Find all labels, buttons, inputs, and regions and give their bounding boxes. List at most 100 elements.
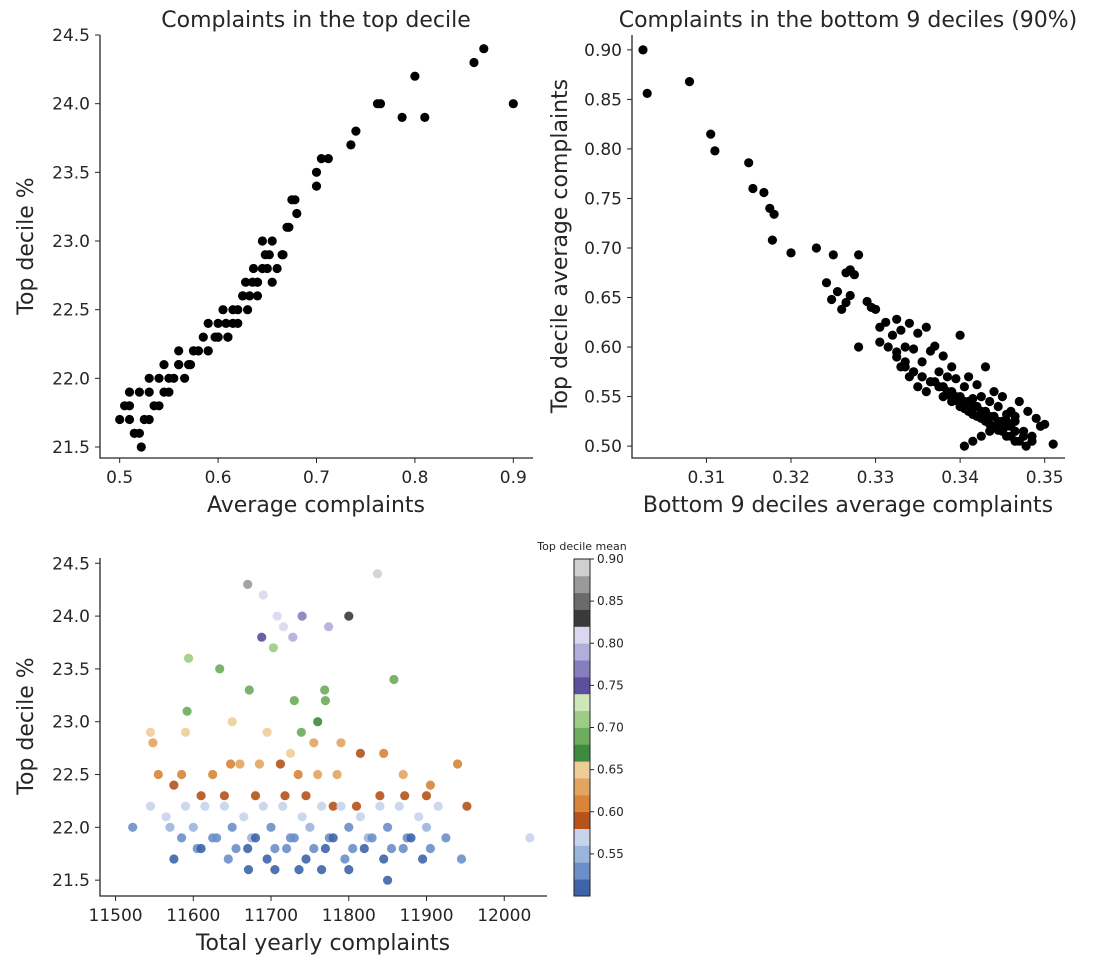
data-point bbox=[968, 409, 978, 419]
data-point bbox=[311, 167, 322, 177]
data-point bbox=[951, 395, 961, 406]
colorbar-swatch bbox=[574, 626, 590, 644]
data-point bbox=[297, 611, 307, 621]
x-tick-label: 0.32 bbox=[772, 468, 810, 488]
data-point bbox=[169, 854, 179, 864]
colorbar-swatch bbox=[574, 559, 590, 577]
data-point bbox=[278, 622, 289, 632]
data-point bbox=[184, 653, 194, 663]
data-point bbox=[985, 419, 995, 429]
data-point bbox=[245, 291, 255, 301]
data-point bbox=[272, 263, 282, 274]
colorbar-swatch bbox=[574, 811, 590, 829]
data-point bbox=[231, 843, 241, 854]
colorbar-swatch bbox=[574, 575, 590, 594]
data-point bbox=[215, 664, 225, 674]
data-point bbox=[226, 759, 236, 769]
data-point bbox=[421, 822, 432, 832]
data-point bbox=[294, 865, 304, 875]
colorbar-swatch bbox=[574, 592, 590, 610]
data-point bbox=[684, 77, 695, 87]
data-point bbox=[925, 377, 936, 387]
data-point bbox=[959, 403, 970, 414]
panel-top-decile: Complaints in the top decile 0.5 0.6 0.7 0.… bbox=[14, 8, 533, 518]
data-point bbox=[227, 822, 237, 832]
data-point bbox=[921, 387, 931, 397]
data-point bbox=[389, 674, 399, 685]
colorbar-swatch bbox=[574, 845, 590, 863]
data-point bbox=[441, 833, 451, 843]
data-point bbox=[219, 801, 229, 811]
data-point bbox=[313, 769, 323, 780]
panel-3-xlabel: Total yearly complaints bbox=[195, 931, 450, 956]
data-point bbox=[900, 362, 910, 372]
data-point bbox=[196, 791, 206, 801]
data-point bbox=[289, 696, 299, 706]
data-point bbox=[1048, 439, 1058, 449]
data-point bbox=[148, 738, 158, 748]
data-point bbox=[154, 373, 164, 383]
data-point bbox=[324, 622, 334, 632]
data-point bbox=[316, 154, 326, 164]
panel-1-ylabel: Top decile % bbox=[14, 177, 39, 315]
panel-1-title: Complaints in the top decile bbox=[161, 8, 471, 33]
data-point bbox=[124, 401, 135, 411]
x-tick-label: 12000 bbox=[477, 906, 531, 926]
data-point bbox=[252, 291, 263, 301]
data-point bbox=[462, 801, 472, 811]
y-tick-label: 0.65 bbox=[584, 289, 622, 309]
y-tick-label: 0.70 bbox=[584, 239, 622, 259]
y-tick-label: 22.5 bbox=[52, 766, 90, 786]
colorbar-swatch bbox=[574, 744, 590, 762]
data-point bbox=[508, 99, 518, 109]
panel-3-ylabel: Top decile % bbox=[14, 657, 39, 795]
data-point bbox=[145, 727, 156, 737]
data-point bbox=[223, 332, 233, 342]
colorbar-swatch bbox=[574, 761, 590, 779]
data-point bbox=[951, 374, 961, 384]
data-point bbox=[275, 759, 285, 769]
data-point bbox=[1035, 421, 1046, 431]
data-point bbox=[959, 441, 970, 451]
colorbar-swatch bbox=[574, 660, 590, 678]
data-point bbox=[262, 263, 272, 274]
colorbar-swatch bbox=[574, 693, 590, 712]
panel-1-xlabel: Average complaints bbox=[207, 493, 425, 518]
data-point bbox=[336, 801, 346, 811]
data-point bbox=[1010, 436, 1020, 446]
data-point bbox=[320, 696, 330, 706]
y-tick-label: 0.75 bbox=[584, 189, 622, 209]
data-point bbox=[355, 748, 365, 759]
data-point bbox=[913, 328, 923, 338]
x-tick-label: 11500 bbox=[89, 906, 143, 926]
y-tick-label: 23.5 bbox=[52, 163, 90, 183]
x-tick-label: 0.35 bbox=[1026, 468, 1064, 488]
data-point bbox=[270, 865, 280, 875]
data-point bbox=[267, 236, 277, 246]
y-tick-label: 0.60 bbox=[584, 338, 622, 358]
data-point bbox=[317, 865, 327, 875]
x-tick-label: 0.8 bbox=[401, 468, 428, 488]
data-point bbox=[917, 372, 927, 382]
data-point bbox=[420, 112, 430, 122]
data-point bbox=[272, 611, 282, 621]
data-point bbox=[892, 314, 902, 324]
data-point bbox=[218, 305, 228, 315]
panel-2-axes bbox=[631, 35, 1065, 459]
data-point bbox=[188, 346, 199, 356]
data-point bbox=[317, 801, 327, 811]
x-tick-label: 11600 bbox=[166, 906, 220, 926]
x-tick-label: 0.7 bbox=[303, 468, 330, 488]
data-point bbox=[243, 305, 253, 315]
data-point bbox=[769, 209, 779, 219]
data-point bbox=[348, 843, 358, 854]
data-point bbox=[993, 421, 1003, 431]
data-point bbox=[248, 263, 259, 274]
data-point bbox=[841, 297, 851, 308]
data-point bbox=[821, 278, 832, 288]
data-point bbox=[942, 372, 953, 382]
data-point bbox=[968, 436, 978, 446]
colorbar-title: Top decile mean bbox=[536, 540, 626, 553]
data-point bbox=[379, 854, 389, 864]
data-point bbox=[386, 843, 397, 854]
